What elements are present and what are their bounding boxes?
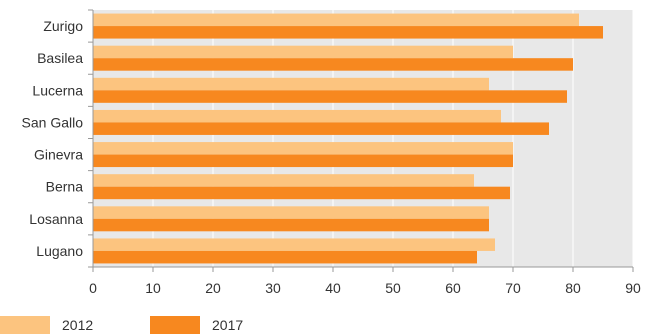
x-tick-label-80: 80 bbox=[565, 280, 581, 296]
bar-2017-lucerna bbox=[93, 90, 567, 103]
bar-2017-berna bbox=[93, 186, 510, 200]
bar-2012-lucerna bbox=[93, 77, 489, 91]
x-tick-label-70: 70 bbox=[505, 280, 521, 296]
bar-2017-ginevra bbox=[93, 154, 513, 168]
category-label-lugano: Lugano bbox=[36, 243, 83, 259]
bar-chart: Zurigo Basilea Lucerna San Gallo Ginevra Bern… bbox=[22, 9, 641, 296]
bar-2012-basilea bbox=[93, 45, 513, 59]
bar-2017-lugano bbox=[93, 250, 477, 264]
bar-2017-san-gallo bbox=[93, 122, 549, 135]
legend-label-2017: 2017 bbox=[212, 316, 244, 333]
x-tick-label-20: 20 bbox=[205, 280, 221, 296]
category-label-lucerna: Lucerna bbox=[32, 82, 83, 98]
bar-2017-zurigo bbox=[93, 26, 603, 39]
category-label-ginevra: Ginevra bbox=[34, 147, 83, 163]
x-tick-label-10: 10 bbox=[145, 280, 161, 296]
x-tick-label-40: 40 bbox=[325, 280, 341, 296]
bar-2017-losanna bbox=[93, 218, 489, 232]
legend-swatch-2012 bbox=[0, 315, 50, 334]
legend-item-2017: 2017 bbox=[150, 315, 244, 334]
x-tick-label-30: 30 bbox=[265, 280, 281, 296]
legend-item-2012: 2012 bbox=[0, 315, 150, 334]
x-tick-label-0: 0 bbox=[89, 280, 97, 296]
category-label-san-gallo: San Gallo bbox=[22, 114, 84, 130]
bar-2012-zurigo bbox=[93, 13, 579, 27]
category-label-basilea: Basilea bbox=[37, 50, 83, 66]
bar-2012-losanna bbox=[93, 206, 489, 219]
x-tick-label-50: 50 bbox=[385, 280, 401, 296]
bar-2012-berna bbox=[93, 174, 474, 187]
x-tick-label-60: 60 bbox=[445, 280, 461, 296]
bar-2012-lugano bbox=[93, 238, 495, 251]
bar-2017-basilea bbox=[93, 58, 573, 71]
bar-2012-ginevra bbox=[93, 142, 513, 155]
category-label-zurigo: Zurigo bbox=[43, 18, 83, 34]
category-label-losanna: Losanna bbox=[29, 211, 83, 227]
legend-label-2012: 2012 bbox=[62, 316, 94, 333]
legend: 2012 2017 bbox=[0, 314, 243, 335]
category-label-berna: Berna bbox=[46, 179, 84, 195]
legend-swatch-2017 bbox=[150, 315, 200, 334]
bar-2012-san-gallo bbox=[93, 109, 501, 123]
x-tick-label-90: 90 bbox=[625, 280, 641, 296]
